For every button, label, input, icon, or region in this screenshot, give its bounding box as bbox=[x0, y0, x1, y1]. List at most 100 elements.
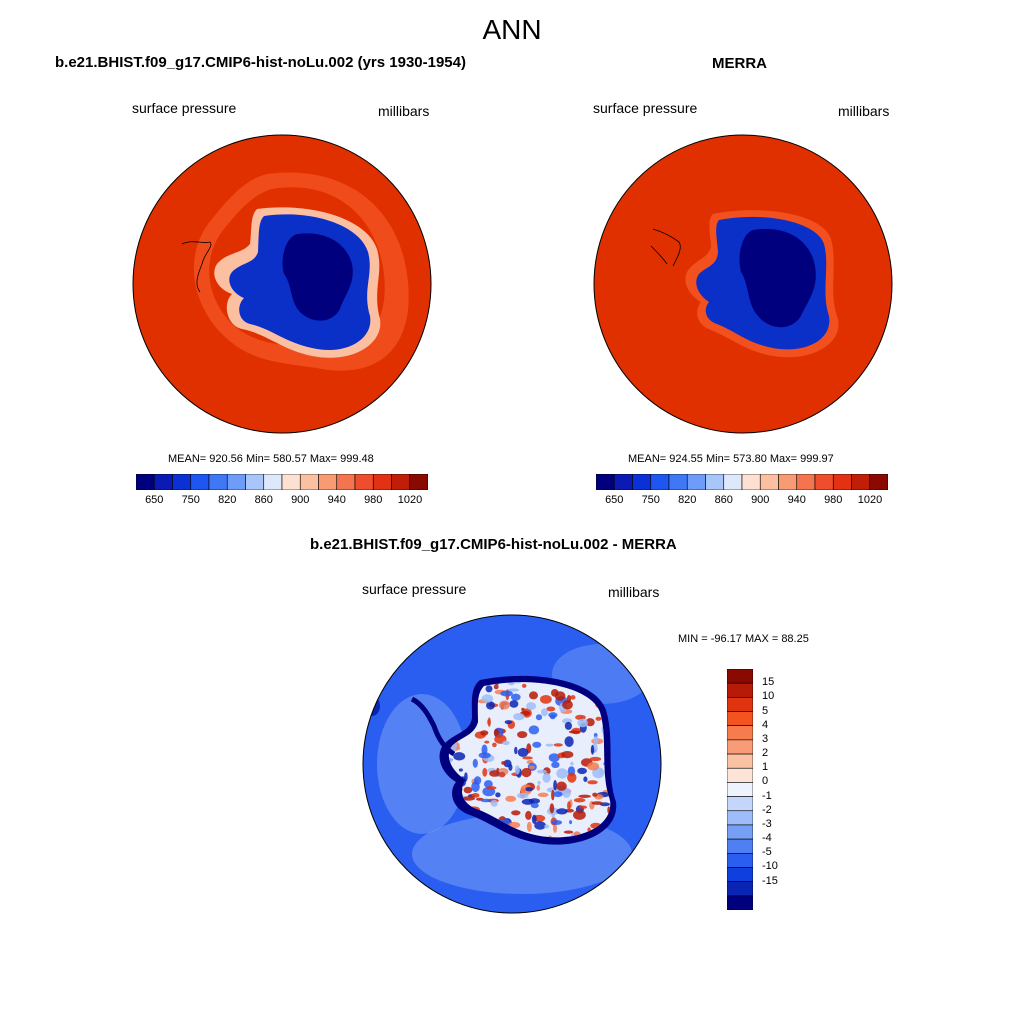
colorbar-swatch bbox=[851, 474, 871, 490]
colorbar-tick-label: -4 bbox=[762, 832, 772, 845]
colorbar-swatch bbox=[208, 474, 228, 490]
colorbar-tick-label: -3 bbox=[762, 817, 772, 830]
colorbar-swatch bbox=[172, 474, 192, 490]
colorbar-tick-label: 650 bbox=[605, 494, 624, 506]
panel1-colorbar bbox=[136, 474, 428, 490]
panel1-variable-label: surface pressure bbox=[132, 100, 237, 116]
colorbar-swatch bbox=[727, 725, 753, 741]
colorbar-swatch bbox=[281, 474, 301, 490]
panel3-colorbar bbox=[727, 669, 753, 910]
colorbar-tick-label: 750 bbox=[181, 494, 200, 506]
colorbar-tick-label: 940 bbox=[787, 494, 806, 506]
panel1-title: b.e21.BHIST.f09_g17.CMIP6-hist-noLu.002 … bbox=[55, 54, 466, 71]
colorbar-swatch bbox=[632, 474, 652, 490]
colorbar-swatch bbox=[869, 474, 888, 490]
panel2-colorbar-ticks: 650 750 820 860 900 940 980 1020 bbox=[596, 494, 888, 508]
colorbar-swatch bbox=[727, 711, 753, 727]
colorbar-swatch bbox=[136, 474, 155, 490]
colorbar-tick-label: 5 bbox=[762, 704, 769, 717]
colorbar-swatch bbox=[596, 474, 615, 490]
colorbar-swatch bbox=[727, 767, 753, 783]
colorbar-swatch bbox=[727, 669, 753, 684]
figure-title: ANN bbox=[482, 14, 542, 45]
colorbar-tick-label: 15 bbox=[762, 676, 775, 689]
colorbar-swatch bbox=[668, 474, 688, 490]
panel2-stats: MEAN= 924.55 Min= 573.80 Max= 999.97 bbox=[628, 453, 834, 465]
panel3-units-label: millibars bbox=[608, 584, 660, 600]
colorbar-tick-label: 860 bbox=[714, 494, 733, 506]
colorbar-swatch bbox=[727, 824, 753, 840]
colorbar-swatch bbox=[190, 474, 210, 490]
panel1-stats: MEAN= 920.56 Min= 580.57 Max= 999.48 bbox=[168, 453, 374, 465]
colorbar-swatch bbox=[727, 739, 753, 755]
colorbar-tick-label: 4 bbox=[762, 718, 769, 731]
colorbar-swatch bbox=[778, 474, 798, 490]
colorbar-swatch bbox=[354, 474, 374, 490]
colorbar-tick-label: 10 bbox=[762, 690, 775, 703]
colorbar-swatch bbox=[409, 474, 428, 490]
panel1-colorbar-ticks: 650 750 820 860 900 940 980 1020 bbox=[136, 494, 428, 508]
colorbar-tick-label: 3 bbox=[762, 732, 769, 745]
colorbar-tick-label: 0 bbox=[762, 775, 769, 788]
colorbar-swatch bbox=[727, 895, 753, 910]
colorbar-swatch bbox=[263, 474, 283, 490]
colorbar-swatch bbox=[796, 474, 816, 490]
colorbar-swatch bbox=[686, 474, 706, 490]
colorbar-tick-label: 750 bbox=[641, 494, 660, 506]
colorbar-tick-label: 860 bbox=[254, 494, 273, 506]
colorbar-swatch bbox=[727, 753, 753, 769]
colorbar-swatch bbox=[727, 682, 753, 698]
panel3-colorbar-ticks: 15 10 5 4 3 2 1 0 -1 -2 -3 -4 -5 -10 -15 bbox=[760, 669, 800, 910]
colorbar-tick-label: 940 bbox=[327, 494, 346, 506]
colorbar-tick-label: 1020 bbox=[397, 494, 423, 506]
colorbar-swatch bbox=[814, 474, 834, 490]
colorbar-tick-label: 900 bbox=[751, 494, 770, 506]
colorbar-tick-label: 1020 bbox=[857, 494, 883, 506]
colorbar-swatch bbox=[727, 697, 753, 712]
colorbar-tick-label: 650 bbox=[145, 494, 164, 506]
panel2-title: MERRA bbox=[712, 55, 767, 72]
colorbar-swatch bbox=[245, 474, 265, 490]
colorbar-tick-label: 2 bbox=[762, 747, 769, 760]
colorbar-swatch bbox=[299, 474, 319, 490]
colorbar-swatch bbox=[226, 474, 246, 490]
panel3-title: b.e21.BHIST.f09_g17.CMIP6-hist-noLu.002 … bbox=[310, 536, 677, 553]
colorbar-swatch bbox=[727, 782, 753, 797]
colorbar-tick-label: 820 bbox=[678, 494, 697, 506]
colorbar-tick-label: 1 bbox=[762, 761, 769, 774]
colorbar-swatch bbox=[727, 852, 753, 868]
panel1-units-label: millibars bbox=[378, 103, 430, 119]
colorbar-swatch bbox=[741, 474, 761, 490]
colorbar-swatch bbox=[727, 867, 753, 882]
colorbar-swatch bbox=[832, 474, 852, 490]
colorbar-swatch bbox=[613, 474, 633, 490]
colorbar-tick-label: -2 bbox=[762, 803, 772, 816]
panel2-variable-label: surface pressure bbox=[593, 100, 698, 116]
panel3-variable-label: surface pressure bbox=[362, 581, 467, 597]
colorbar-swatch bbox=[727, 810, 753, 826]
colorbar-tick-label: 900 bbox=[291, 494, 310, 506]
colorbar-swatch bbox=[153, 474, 173, 490]
colorbar-tick-label: 980 bbox=[364, 494, 383, 506]
panel2-units-label: millibars bbox=[838, 103, 890, 119]
panel1-polar-map bbox=[132, 134, 432, 434]
colorbar-swatch bbox=[705, 474, 725, 490]
panel3-polar-map bbox=[362, 614, 662, 914]
colorbar-tick-label: -15 bbox=[762, 874, 778, 887]
colorbar-swatch bbox=[727, 881, 753, 897]
colorbar-swatch bbox=[727, 796, 753, 812]
colorbar-tick-label: 820 bbox=[218, 494, 237, 506]
panel3-stats: MIN = -96.17 MAX = 88.25 bbox=[678, 633, 809, 645]
colorbar-tick-label: -1 bbox=[762, 789, 772, 802]
colorbar-swatch bbox=[727, 838, 753, 854]
colorbar-swatch bbox=[391, 474, 411, 490]
colorbar-tick-label: -5 bbox=[762, 846, 772, 859]
colorbar-swatch bbox=[372, 474, 392, 490]
panel2-colorbar bbox=[596, 474, 888, 490]
colorbar-tick-label: 980 bbox=[824, 494, 843, 506]
colorbar-tick-label: -10 bbox=[762, 860, 778, 873]
colorbar-swatch bbox=[723, 474, 743, 490]
colorbar-swatch bbox=[318, 474, 338, 490]
colorbar-swatch bbox=[759, 474, 779, 490]
panel2-polar-map bbox=[593, 134, 893, 434]
